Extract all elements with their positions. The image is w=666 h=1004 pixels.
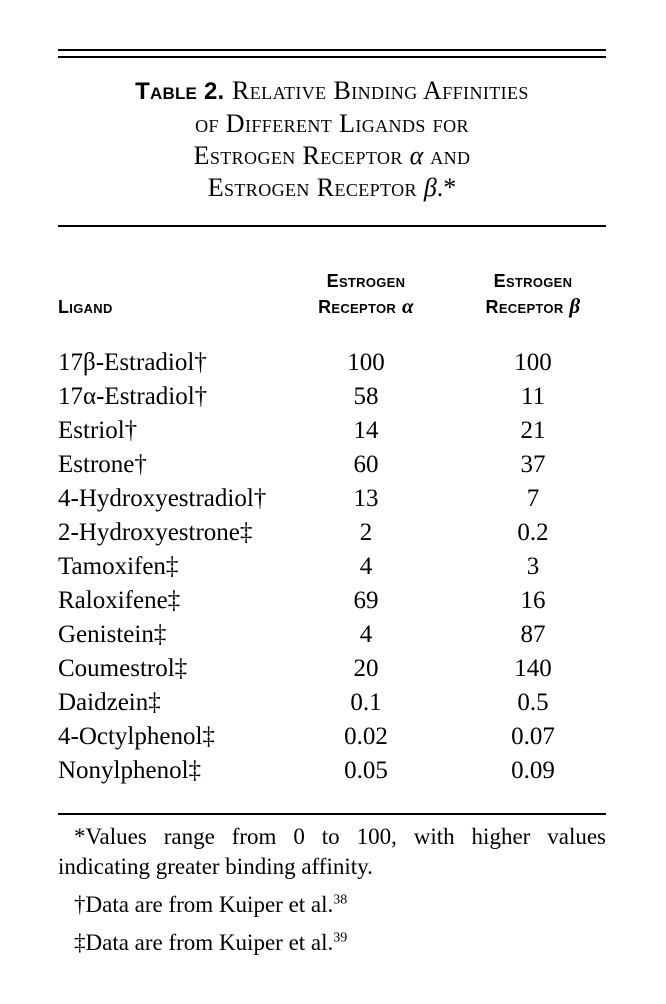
table-row: 2-Hydroxyestrone‡ 2 0.2 [58,516,606,550]
footnote-marker: † [74,892,86,917]
table-header: Ligand Estrogen Receptor α Estrogen Recep… [58,229,606,346]
caption-title-line-3-text: Estrogen Receptor [193,141,410,170]
er-beta-value: 0.5 [517,689,549,716]
er-beta-value: 3 [526,553,540,580]
table-row: 4-Hydroxyestradiol† 13 7 [58,482,606,516]
er-alpha-value: 4 [359,621,373,648]
caption-line-1: Table 2. Relative Binding Affinities [58,75,606,108]
footnotes-section: *Values range from 0 to 100, with higher… [58,822,606,958]
single-rule-under-title [58,225,606,227]
ligand-cell: Tamoxifen‡ [58,553,179,580]
er-beta-value: 16 [520,587,546,614]
beta-symbol: β [423,173,437,202]
footnote-double-dagger: ‡Data are from Kuiper et al.39 [58,928,606,958]
er-beta-value: 37 [520,451,546,478]
er-alpha-value: 0.1 [350,689,382,716]
single-rule-under-table [58,813,606,815]
er-beta-value: 140 [514,655,552,682]
column-header-er-beta: Estrogen Receptor β [460,229,606,346]
er-alpha-value: 69 [353,587,379,614]
ligand-cell: Nonylphenol‡ [58,757,202,784]
alpha-symbol: α [401,294,414,318]
reference-superscript: 38 [333,892,348,908]
table-row: Daidzein‡ 0.1 0.5 [58,686,606,720]
reference-superscript: 39 [333,930,348,946]
ligand-cell: Genistein‡ [58,621,167,648]
ligand-cell: Estrone† [58,451,147,478]
table-row: Estriol† 14 21 [58,414,606,448]
caption-title-line-1: Relative Binding Affinities [232,76,529,105]
ligand-cell: 17α-Estradiol† [58,383,208,410]
table-row: Tamoxifen‡ 4 3 [58,550,606,584]
er-beta-header-line-2: Receptor β [460,294,606,320]
column-header-ligand: Ligand [58,297,113,317]
er-alpha-value: 0.02 [344,723,388,750]
footnote-asterisk: *Values range from 0 to 100, with higher… [58,822,606,882]
table-row: Raloxifene‡ 69 16 [58,584,606,618]
table-caption: Table 2. Relative Binding Affinities of D… [58,75,606,204]
er-alpha-value: 2 [359,519,373,546]
caption-line-2: of Different Ligands for [58,108,606,140]
caption-line-4: Estrogen Receptor β.* [58,172,606,204]
er-beta-value: 87 [520,621,546,648]
er-alpha-value: 100 [347,349,385,376]
footnote-text: Values range from 0 to 100, with higher … [58,824,606,879]
er-beta-value: 100 [514,349,552,376]
table-body: 17β-Estradiol† 100 100 17α-Estradiol† 58 11 … [58,346,606,788]
er-beta-value: 0.09 [511,757,555,784]
er-alpha-value: 60 [353,451,379,478]
ligand-cell: Coumestrol‡ [58,655,188,682]
double-rule-top [58,49,606,58]
ligand-cell: 2-Hydroxyestrone‡ [58,519,253,546]
ligand-cell: Estriol† [58,417,138,444]
table-row: 4-Octylphenol‡ 0.02 0.07 [58,720,606,754]
caption-title-line-4-tail: .* [436,173,457,202]
caption-title-line-3-tail: and [423,141,471,170]
er-alpha-header-receptor: Receptor [318,297,397,317]
er-alpha-value: 0.05 [344,757,388,784]
er-beta-header-receptor: Receptor [485,297,564,317]
ligand-cell: Daidzein‡ [58,689,161,716]
er-alpha-header-line-2: Receptor α [272,294,460,320]
er-beta-value: 7 [526,485,540,512]
ligand-cell: Raloxifene‡ [58,587,181,614]
header-row: Ligand Estrogen Receptor α Estrogen Recep… [58,229,606,346]
ligand-cell: 17β-Estradiol† [58,349,207,376]
footnote-marker: * [74,824,86,849]
caption-label: Table 2. [135,78,225,105]
footnote-dagger: †Data are from Kuiper et al.38 [58,890,606,920]
caption-line-3: Estrogen Receptor α and [58,140,606,172]
er-beta-value: 0.07 [511,723,555,750]
table-row: Estrone† 60 37 [58,448,606,482]
caption-title-line-4-text: Estrogen Receptor [207,173,424,202]
footnote-text: Data are from Kuiper et al. [85,930,334,955]
footnote-text: Data are from Kuiper et al. [85,892,334,917]
table-row: 17α-Estradiol† 58 11 [58,380,606,414]
ligand-cell: 4-Octylphenol‡ [58,723,215,750]
er-beta-value: 21 [520,417,546,444]
alpha-symbol: α [409,141,424,170]
er-alpha-header-line-1: Estrogen [326,271,406,291]
table-row: Coumestrol‡ 20 140 [58,652,606,686]
binding-affinity-table: Ligand Estrogen Receptor α Estrogen Recep… [58,229,606,788]
caption-title-line-2: of Different Ligands for [195,109,469,138]
table-row: 17β-Estradiol† 100 100 [58,346,606,380]
table-row: Nonylphenol‡ 0.05 0.09 [58,754,606,788]
er-alpha-value: 58 [353,383,379,410]
footnote-marker: ‡ [74,930,86,955]
column-header-er-alpha: Estrogen Receptor α [272,229,460,346]
ligand-cell: 4-Hydroxyestradiol† [58,485,267,512]
er-alpha-value: 4 [359,553,373,580]
beta-symbol: β [569,294,581,318]
er-beta-value: 11 [520,383,546,410]
er-alpha-value: 13 [353,485,379,512]
er-alpha-value: 14 [353,417,379,444]
table-row: Genistein‡ 4 87 [58,618,606,652]
er-beta-header-line-1: Estrogen [493,271,573,291]
table-content-area: Table 2. Relative Binding Affinities of D… [58,49,606,958]
er-beta-value: 0.2 [517,519,549,546]
er-alpha-value: 20 [353,655,379,682]
